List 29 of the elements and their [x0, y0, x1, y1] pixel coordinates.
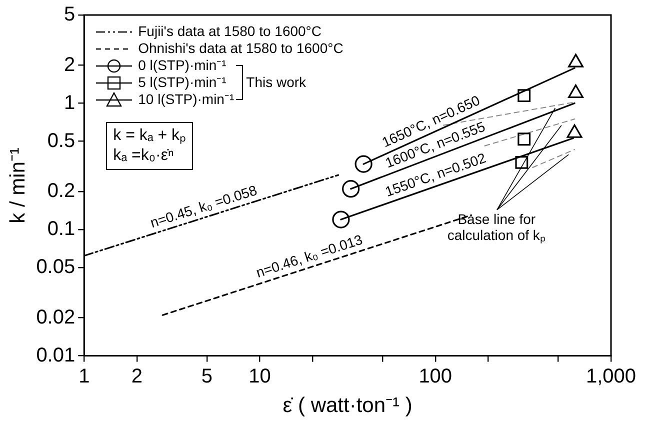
x-axis-title: ε̇ ( watt·ton⁻¹ ): [282, 394, 412, 418]
y-tick-label: 0.5: [47, 130, 76, 152]
y-tick-label: 0.05: [36, 256, 76, 278]
y-tick-label: 0.01: [36, 344, 76, 366]
annotation: k = kₐ + kₚ: [113, 126, 186, 146]
legend-label: 10 l(STP)·min⁻¹: [138, 91, 234, 108]
y-tick-label: 0.02: [36, 306, 76, 328]
legend-label: 5 l(STP)·min⁻¹: [138, 74, 226, 91]
x-tick-label: 5: [201, 365, 212, 388]
y-tick-label: 5: [64, 4, 76, 26]
annotation: n=0.45, k₀ =0.058: [148, 182, 259, 231]
outline-box: k = kₐ + kₚ kₐ =k₀·ε̇ⁿ: [106, 122, 193, 170]
x-tick-label: 1,000: [586, 365, 636, 388]
x-tick-label: 2: [131, 365, 143, 388]
legend-label: Fujii's data at 1580 to 1600°C: [138, 23, 322, 40]
legend-label: Ohnishi's data at 1580 to 1600°C: [138, 40, 344, 57]
annotation: Base line for calculation of kₚ: [446, 211, 547, 244]
y-tick-label: 1: [64, 92, 76, 114]
y-tick-label: 2: [64, 54, 76, 76]
y-axis-title: k / min⁻¹: [6, 147, 30, 224]
x-tick-label: 10: [248, 365, 271, 388]
y-tick-label: 0.2: [47, 180, 76, 202]
legend-label: 0 l(STP)·min⁻¹: [138, 57, 226, 74]
x-tick-label: 1: [78, 365, 90, 388]
x-tick-label: 100: [418, 365, 452, 388]
annotation: n=0.46, k₀ =0.013: [254, 231, 365, 281]
annotation: This work: [246, 74, 306, 91]
annotation: kₐ =k₀·ε̇ⁿ: [113, 146, 175, 166]
y-tick-label: 0.1: [47, 218, 76, 240]
